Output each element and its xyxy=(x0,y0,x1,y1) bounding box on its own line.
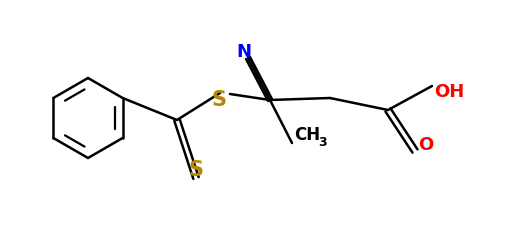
Text: S: S xyxy=(188,160,203,180)
Text: CH: CH xyxy=(294,126,320,144)
Text: N: N xyxy=(237,43,251,61)
Text: OH: OH xyxy=(434,83,464,101)
Text: S: S xyxy=(211,90,226,110)
Text: 3: 3 xyxy=(318,136,327,149)
Text: O: O xyxy=(418,136,433,154)
